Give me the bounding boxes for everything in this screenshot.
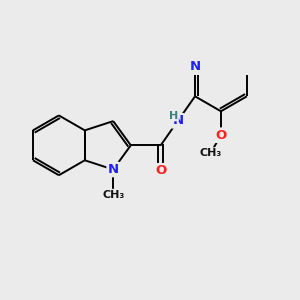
Text: O: O (215, 129, 226, 142)
Text: H: H (169, 111, 178, 121)
Text: O: O (155, 164, 166, 177)
Text: N: N (172, 114, 183, 127)
Text: CH₃: CH₃ (102, 190, 124, 200)
Text: CH₃: CH₃ (199, 148, 222, 158)
Text: N: N (190, 60, 201, 73)
Text: N: N (108, 163, 119, 176)
